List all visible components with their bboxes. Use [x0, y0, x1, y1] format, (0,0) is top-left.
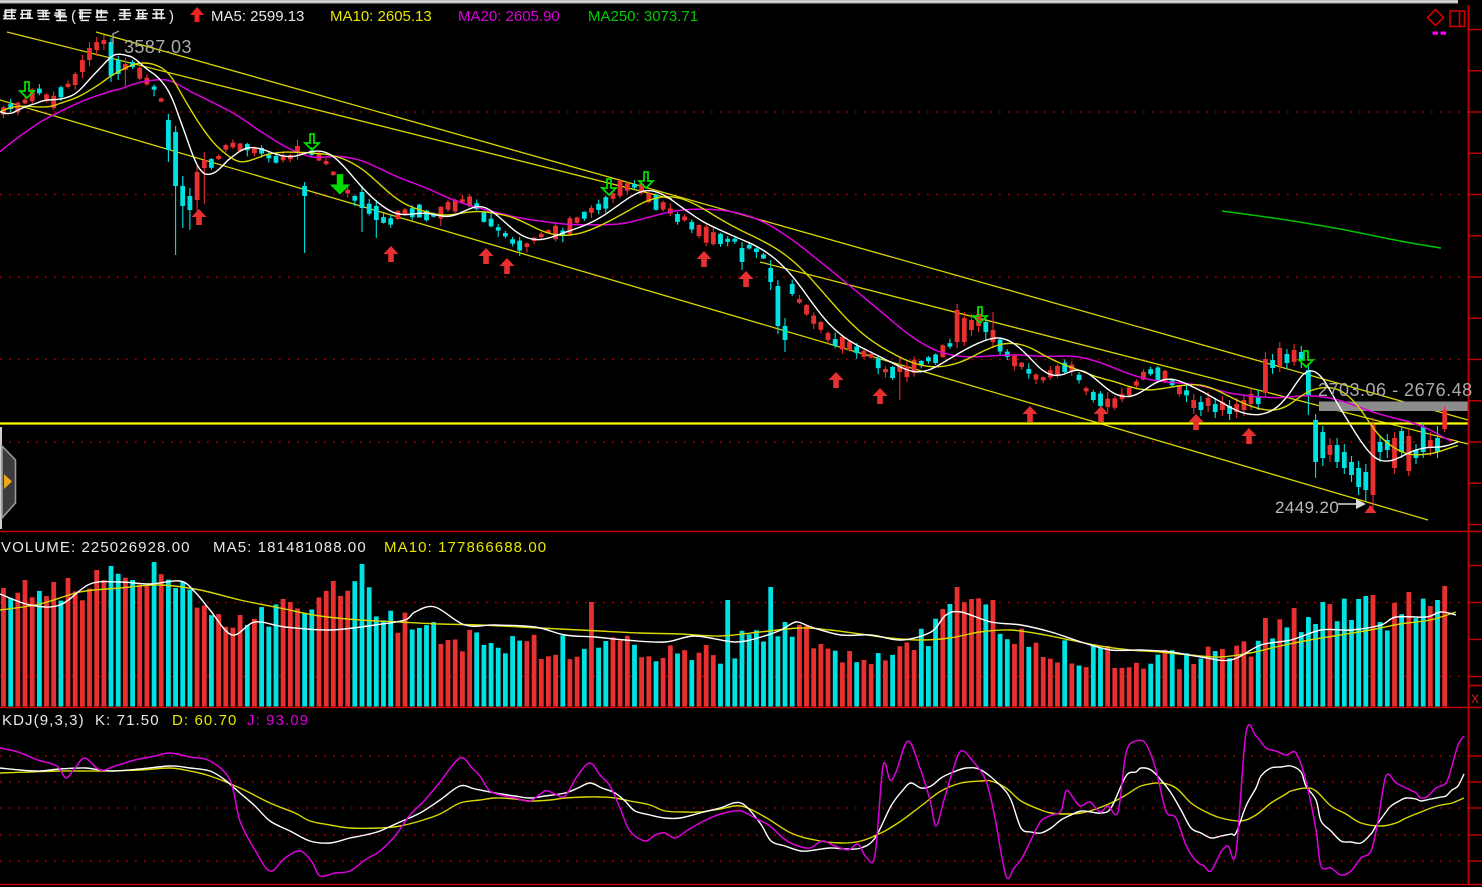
svg-text:D: 60.70: D: 60.70 — [172, 712, 238, 729]
svg-text:VOLUME: 225026928.00: VOLUME: 225026928.00 — [1, 539, 191, 556]
svg-text:X: X — [1471, 692, 1479, 706]
svg-text:MA20: 2605.90: MA20: 2605.90 — [458, 8, 560, 25]
svg-text:MA5: 181481088.00: MA5: 181481088.00 — [213, 539, 367, 556]
svg-text:): ) — [169, 8, 174, 25]
svg-text:MA10: 177866688.00: MA10: 177866688.00 — [384, 539, 547, 556]
svg-text:.: . — [112, 8, 116, 25]
svg-text:MA250: 3073.71: MA250: 3073.71 — [588, 8, 698, 25]
svg-text:K: 71.50: K: 71.50 — [95, 712, 160, 729]
svg-text:(: ( — [71, 8, 76, 25]
svg-text:3587.03: 3587.03 — [124, 37, 192, 57]
svg-text:2449.20: 2449.20 — [1275, 498, 1339, 517]
svg-text:J: 93.09: J: 93.09 — [247, 712, 309, 729]
svg-text:MA10: 2605.13: MA10: 2605.13 — [330, 8, 432, 25]
svg-text:2703.06 - 2676.48: 2703.06 - 2676.48 — [1318, 380, 1473, 400]
svg-text:MA5: 2599.13: MA5: 2599.13 — [211, 8, 304, 25]
svg-text:KDJ(9,3,3): KDJ(9,3,3) — [2, 712, 85, 729]
